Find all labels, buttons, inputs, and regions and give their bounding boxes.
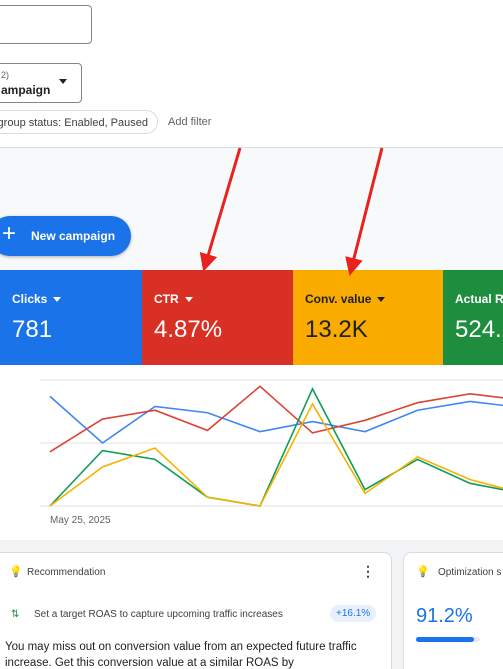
metric-label: Actual RO bbox=[455, 292, 503, 306]
metric-value: 13.2K bbox=[305, 316, 368, 343]
plus-icon: + bbox=[2, 220, 17, 247]
series-line bbox=[49, 386, 503, 507]
score-track bbox=[416, 637, 480, 642]
x-tick-label: May 25, 2025 bbox=[50, 515, 111, 526]
metric-label: Conv. value bbox=[305, 292, 386, 306]
dropdown[interactable]: 2) ampaign bbox=[0, 63, 82, 103]
metric-label: Clicks bbox=[12, 292, 62, 306]
bulb-icon: 💡 bbox=[416, 566, 430, 578]
score-label: 91.2% bbox=[416, 605, 473, 627]
chart-area: May 25, 2025 bbox=[0, 365, 503, 540]
card-title: Optimization s bbox=[438, 567, 502, 578]
metric-label: CTR bbox=[154, 292, 193, 306]
metric-card: Conv. value 13.2K bbox=[293, 270, 443, 365]
rec-body: You may miss out on conversion value fro… bbox=[5, 641, 357, 669]
search-box[interactable] bbox=[0, 5, 92, 44]
trend-icon: ⇅ bbox=[11, 609, 20, 620]
dropdown-label: ampaign bbox=[1, 83, 51, 97]
series-line bbox=[49, 402, 503, 507]
caret bbox=[59, 79, 67, 84]
toolbar-area bbox=[0, 0, 503, 148]
caret bbox=[53, 297, 62, 303]
dropdown-hint: 2) bbox=[1, 70, 10, 80]
button-label: New campaign bbox=[31, 229, 116, 243]
recommendation-card: Recommendation 💡 ⋮ ⇅ Set a target ROAS t… bbox=[0, 552, 392, 669]
metric-value: 4.87% bbox=[154, 316, 223, 343]
uplift: +16.1% bbox=[330, 605, 377, 622]
metric-cards: Clicks 781 CTR 4.87% Conv. value 13.2K Actual … bbox=[0, 270, 503, 365]
chart: May 25, 2025 bbox=[40, 379, 503, 526]
bulb-icon: 💡 bbox=[9, 566, 23, 578]
series-line bbox=[49, 395, 503, 445]
arrow bbox=[345, 147, 384, 276]
series-line bbox=[49, 385, 503, 453]
metric-card: Actual RO 524. bbox=[443, 270, 503, 365]
metric-value: 781 bbox=[12, 316, 53, 343]
score-bar bbox=[416, 637, 475, 642]
rec-headline: Set a target ROAS to capture upcoming tr… bbox=[34, 609, 283, 620]
metric-value: 524. bbox=[455, 316, 502, 343]
caret bbox=[184, 297, 193, 303]
arrow bbox=[199, 147, 242, 272]
menu-icon[interactable]: ⋮ bbox=[361, 563, 375, 579]
caret bbox=[377, 297, 386, 303]
add-filter[interactable]: Add filter bbox=[168, 116, 212, 128]
metric-card: Clicks 781 bbox=[0, 270, 142, 365]
card-title: Recommendation bbox=[27, 567, 106, 578]
metric-card: CTR 4.87% bbox=[142, 270, 293, 365]
optimization-card: 💡 Optimization s 91.2% bbox=[403, 552, 503, 669]
new-campaign-button[interactable]: + New campaign bbox=[0, 216, 131, 256]
filter-chip[interactable]: l group status: Enabled, Paused bbox=[0, 110, 158, 134]
